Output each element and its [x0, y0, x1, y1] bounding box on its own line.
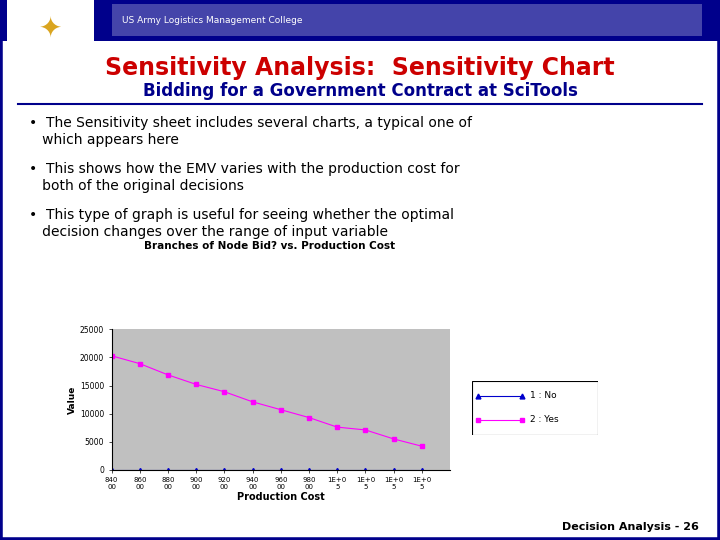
- 2 : Yes: (1.02e+06, 7.1e+03): Yes: (1.02e+06, 7.1e+03): [361, 427, 370, 433]
- 1 : No: (8.8e+05, 0): No: (8.8e+05, 0): [163, 467, 172, 473]
- 2 : Yes: (9.2e+05, 1.39e+04): Yes: (9.2e+05, 1.39e+04): [220, 388, 229, 395]
- Text: Decision Analysis - 26: Decision Analysis - 26: [562, 522, 698, 532]
- 2 : Yes: (9.4e+05, 1.21e+04): Yes: (9.4e+05, 1.21e+04): [248, 399, 257, 405]
- Text: Branches of Node Bid? vs. Production Cost: Branches of Node Bid? vs. Production Cos…: [145, 241, 395, 251]
- Line: 1 : No: 1 : No: [109, 468, 424, 472]
- Text: •  This type of graph is useful for seeing whether the optimal
   decision chang: • This type of graph is useful for seein…: [29, 208, 454, 239]
- 1 : No: (1.02e+06, 0): No: (1.02e+06, 0): [361, 467, 370, 473]
- Y-axis label: Value: Value: [68, 386, 77, 414]
- 1 : No: (1.04e+06, 0): No: (1.04e+06, 0): [390, 467, 398, 473]
- 1 : No: (8.6e+05, 0): No: (8.6e+05, 0): [135, 467, 144, 473]
- 2 : Yes: (9.6e+05, 1.07e+04): Yes: (9.6e+05, 1.07e+04): [276, 407, 285, 413]
- Text: Sensitivity Analysis:  Sensitivity Chart: Sensitivity Analysis: Sensitivity Chart: [105, 56, 615, 79]
- 1 : No: (1.06e+06, 0): No: (1.06e+06, 0): [418, 467, 426, 473]
- 1 : No: (9e+05, 0): No: (9e+05, 0): [192, 467, 201, 473]
- 2 : Yes: (9.8e+05, 9.3e+03): Yes: (9.8e+05, 9.3e+03): [305, 414, 313, 421]
- X-axis label: Production Cost: Production Cost: [237, 492, 325, 502]
- 1 : No: (8.4e+05, 0): No: (8.4e+05, 0): [107, 467, 116, 473]
- Line: 2 : Yes: 2 : Yes: [109, 354, 424, 448]
- 2 : Yes: (8.6e+05, 1.89e+04): Yes: (8.6e+05, 1.89e+04): [135, 360, 144, 367]
- Text: US Army Logistics Management College: US Army Logistics Management College: [122, 16, 303, 25]
- 2 : Yes: (9e+05, 1.52e+04): Yes: (9e+05, 1.52e+04): [192, 381, 201, 388]
- 2 : Yes: (8.8e+05, 1.69e+04): Yes: (8.8e+05, 1.69e+04): [163, 372, 172, 378]
- Text: •  The Sensitivity sheet includes several charts, a typical one of
   which appe: • The Sensitivity sheet includes several…: [29, 116, 472, 147]
- 2 : Yes: (8.4e+05, 2.03e+04): Yes: (8.4e+05, 2.03e+04): [107, 353, 116, 359]
- 1 : No: (9.4e+05, 0): No: (9.4e+05, 0): [248, 467, 257, 473]
- FancyBboxPatch shape: [472, 381, 598, 435]
- 2 : Yes: (1.04e+06, 5.5e+03): Yes: (1.04e+06, 5.5e+03): [390, 436, 398, 442]
- Text: 2 : Yes: 2 : Yes: [530, 415, 558, 424]
- Text: Bidding for a Government Contract at SciTools: Bidding for a Government Contract at Sci…: [143, 82, 577, 100]
- 2 : Yes: (1e+06, 7.6e+03): Yes: (1e+06, 7.6e+03): [333, 424, 341, 430]
- Text: 1 : No: 1 : No: [530, 392, 556, 400]
- 1 : No: (9.6e+05, 0): No: (9.6e+05, 0): [276, 467, 285, 473]
- 1 : No: (9.8e+05, 0): No: (9.8e+05, 0): [305, 467, 313, 473]
- Text: •  This shows how the EMV varies with the production cost for
   both of the ori: • This shows how the EMV varies with the…: [29, 162, 459, 193]
- 1 : No: (1e+06, 0): No: (1e+06, 0): [333, 467, 341, 473]
- Text: ✦: ✦: [39, 15, 62, 42]
- 2 : Yes: (1.06e+06, 4.2e+03): Yes: (1.06e+06, 4.2e+03): [418, 443, 426, 449]
- 1 : No: (9.2e+05, 0): No: (9.2e+05, 0): [220, 467, 229, 473]
